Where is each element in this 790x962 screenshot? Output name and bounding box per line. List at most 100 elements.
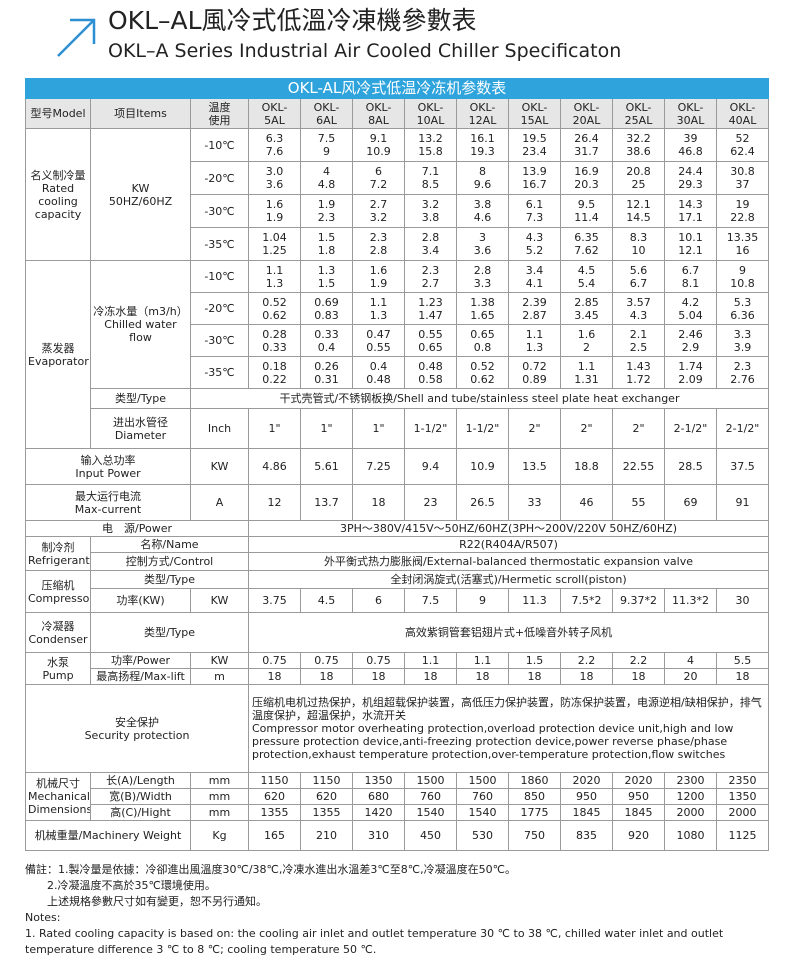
- group-label: 水泵 Pump: [25, 652, 91, 685]
- cell-text: 3.9: [733, 340, 752, 354]
- group-label: 机械尺寸 Mechanical Dimensions: [25, 772, 91, 821]
- table-row: -30℃ 1.6 1.9 1.9 2.3 2.7 3.2 3.2 3.8 3.8 4.6 6.1 7.3…: [26, 194, 770, 228]
- value-cell: 7.5: [404, 588, 457, 613]
- cell-text: OKL- 5AL: [261, 100, 288, 127]
- cell-text: 22.8: [730, 211, 755, 224]
- value-cell: 1200: [664, 788, 717, 805]
- value-cell: 55: [612, 484, 665, 521]
- cell-text: 4.8: [317, 178, 336, 191]
- cell-text: 1540: [416, 806, 445, 819]
- cell-text: 4.3: [525, 231, 544, 244]
- cell-text: 20.8: [626, 165, 651, 178]
- value-cell: 23: [404, 484, 457, 521]
- unit-cell: mm: [190, 804, 249, 821]
- value-cell: 7.5*2: [560, 588, 613, 613]
- cell-text: 12.1: [626, 198, 651, 211]
- value-cell: 835: [560, 820, 613, 851]
- value-cell: 2.1 2.5: [612, 324, 665, 357]
- cell-text: 1.1: [421, 654, 440, 667]
- cell-text: 压缩机 Compressor: [28, 578, 91, 605]
- group-label: 名义制冷量 Rated cooling capacity: [25, 128, 91, 261]
- cell-text: 3.2: [421, 198, 440, 211]
- value-cell: 2.39 2.87: [508, 292, 561, 325]
- cell-text: 1500: [468, 774, 497, 787]
- item-label: 最大运行电流 Max-current: [25, 484, 191, 521]
- table-row: 最大运行电流 Max-current A 12 13.7 18 23 26.5 33 46 55 6…: [25, 484, 770, 521]
- value-cell: 52 62.4: [715, 128, 770, 162]
- cell-text: 2.2: [629, 654, 648, 667]
- cell-text: 2": [632, 422, 645, 435]
- cell-text: 760: [420, 790, 441, 803]
- cell-text: 3.75: [262, 594, 287, 607]
- cell-text: 1355: [312, 806, 341, 819]
- value-cell: 2.7 3.2: [352, 194, 405, 228]
- item-label: 类型/Type: [90, 388, 191, 409]
- cell-text: -20℃: [204, 302, 235, 315]
- cell-text: 5.2: [525, 244, 544, 257]
- span-value: 3PH～380V/415V～50HZ/60HZ(3PH～200V/220V 50…: [247, 520, 770, 537]
- value-cell: 620: [248, 788, 301, 805]
- cell-text: 1.5: [317, 276, 336, 290]
- value-cell: 14.3 17.1: [664, 194, 717, 228]
- value-cell: 32.2 38.6: [612, 128, 665, 162]
- item-label: 类型/Type: [90, 570, 249, 589]
- unit-cell: KW: [190, 448, 249, 485]
- cell-text: 0.75: [314, 654, 339, 667]
- cell-text: 9.4: [421, 460, 440, 473]
- cell-text: 高效紫铜管套铝翅片式+低噪音外转子风机: [404, 626, 613, 639]
- value-cell: 7.1 8.5: [404, 161, 457, 195]
- arrow-icon: [57, 18, 96, 57]
- temp-cell: -35℃: [190, 227, 249, 261]
- unit-cell: mm: [190, 772, 249, 789]
- cell-text: 38.6: [626, 145, 651, 158]
- cell-text: 2.8: [473, 263, 492, 277]
- value-cell: 530: [456, 820, 509, 851]
- cell-text: 9.37*2: [620, 594, 657, 607]
- table-row: 机械重量/Machinery Weight Kg 165 210 310 450 530 75…: [25, 820, 770, 851]
- cell-text: 6.7: [629, 276, 648, 290]
- cell-text: KW 50HZ/60HZ: [108, 181, 173, 208]
- cell-text: m: [214, 670, 225, 683]
- cell-text: Kg: [212, 829, 227, 842]
- cell-text: 9.1: [369, 132, 388, 145]
- value-cell: 8 9.6: [456, 161, 509, 195]
- cell-text: 26.5: [470, 496, 495, 509]
- value-cell: 18: [456, 668, 509, 685]
- cell-text: 0.69: [314, 295, 339, 309]
- spec-table: OKL-AL风冷式低温冷冻机参数表 型号Model 项目Items 温度 使用 OKL-…: [24, 78, 770, 851]
- cell-text: 13.7: [314, 496, 339, 509]
- cell-text: 1.6: [577, 327, 596, 341]
- cell-text: 30.8: [730, 165, 755, 178]
- value-cell: 450: [404, 820, 457, 851]
- value-cell: 9 10.8: [715, 260, 770, 293]
- value-cell: 5.61: [300, 448, 353, 485]
- value-cell: 18: [248, 668, 301, 685]
- value-cell: 0.52 0.62: [456, 356, 509, 389]
- cell-text: 蒸发器 Evaporator: [28, 341, 89, 368]
- value-cell: 5.6 6.7: [612, 260, 665, 293]
- item-label: 类型/Type: [90, 612, 249, 653]
- cell-text: 1.9: [265, 211, 284, 224]
- item-label: 最高扬程/Max-lift: [90, 668, 191, 685]
- unit-cell: m: [190, 668, 249, 685]
- cell-text: 最大运行电流 Max-current: [74, 489, 142, 516]
- cell-text: 9.6: [473, 178, 492, 191]
- cell-text: 850: [524, 790, 545, 803]
- cell-text: 2000: [728, 806, 757, 819]
- cell-text: 19: [735, 198, 750, 211]
- cell-text: 16.9: [574, 165, 599, 178]
- cell-text: 10: [631, 244, 646, 257]
- value-cell: 1.1 1.3: [248, 260, 301, 293]
- value-cell: 5.5: [715, 652, 770, 669]
- cell-text: 0.62: [262, 308, 287, 322]
- value-cell: 0.75: [352, 652, 405, 669]
- cell-text: 1.5: [317, 231, 336, 244]
- cell-text: 1860: [520, 774, 549, 787]
- cell-text: OKL- 30AL: [676, 100, 705, 127]
- cell-text: 5.61: [314, 460, 339, 473]
- cell-text: 类型/Type: [144, 573, 195, 586]
- cell-text: 2.3: [733, 359, 752, 373]
- cell-text: 46: [579, 496, 594, 509]
- cell-text: 23: [423, 496, 438, 509]
- cell-text: 1.3: [317, 263, 336, 277]
